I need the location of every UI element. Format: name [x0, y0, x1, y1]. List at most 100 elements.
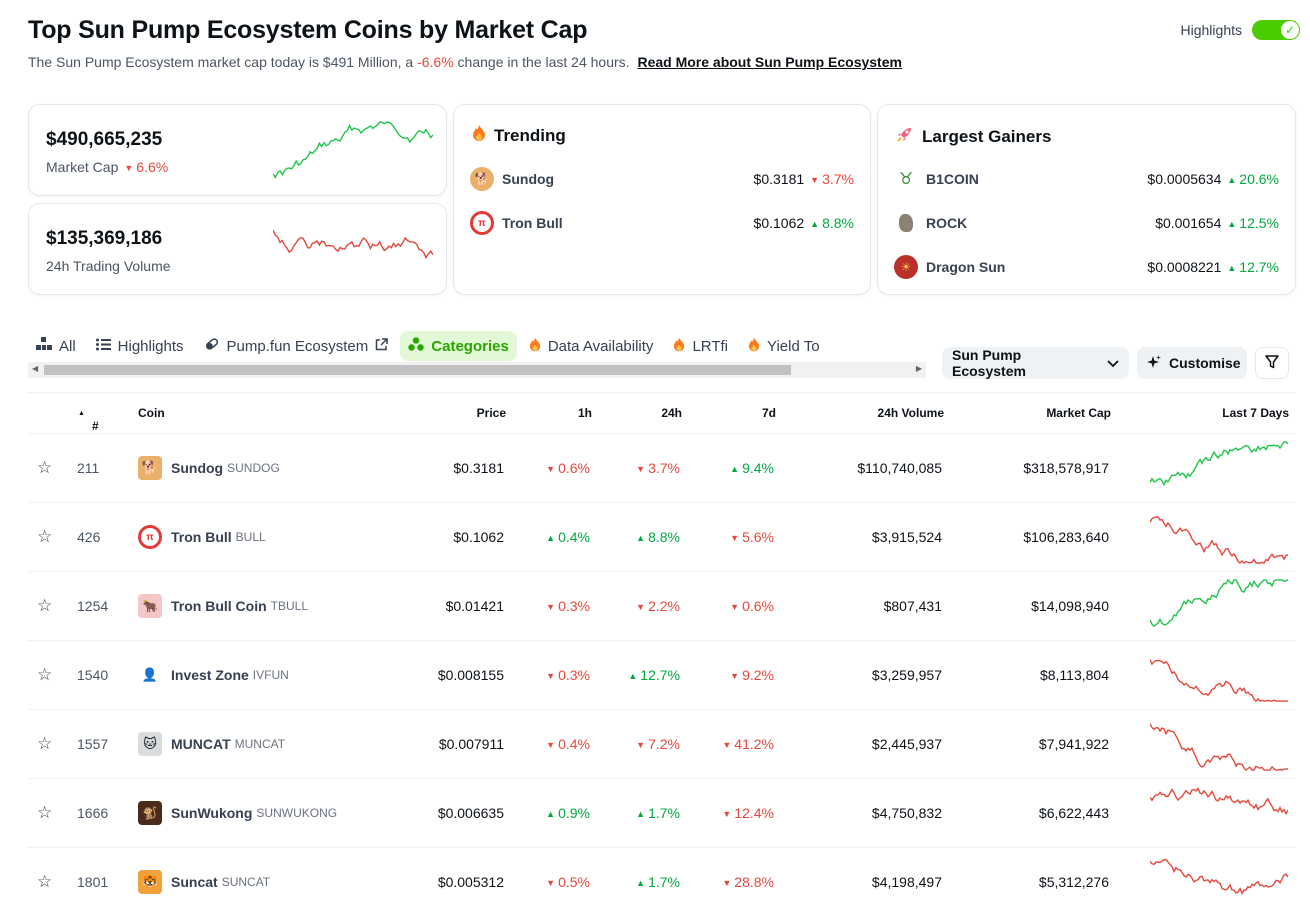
rank: 1801: [77, 874, 109, 890]
customise-button[interactable]: Customise: [1137, 347, 1247, 379]
sparkline-7d: [1150, 516, 1288, 565]
trending-title: Trending: [472, 125, 566, 146]
trending-card: Trending 🐕 Sundog $0.3181 3.7% π Tron Bu…: [453, 104, 871, 295]
column-rank[interactable]: ▲ #: [78, 410, 99, 433]
coin-name[interactable]: Tron Bull Coin: [171, 598, 267, 614]
coin-name[interactable]: Sundog: [171, 460, 224, 476]
coin-name[interactable]: Tron Bull: [171, 529, 232, 545]
coin-cell[interactable]: 👤 Invest Zone IVFUN: [138, 663, 289, 687]
scroll-right-icon[interactable]: ▶: [915, 364, 922, 373]
coin-cell[interactable]: 🐱 MUNCAT MUNCAT: [138, 732, 285, 756]
change-7d: 9.4%: [730, 460, 774, 476]
table-header: ▲ # Coin Price 1h 24h 7d 24h Volume Marke…: [28, 392, 1296, 434]
star-icon[interactable]: ☆: [37, 803, 53, 822]
change-1h: 0.9%: [546, 805, 590, 821]
price: $0.01421: [445, 598, 504, 614]
b1coin-icon: ♉: [894, 167, 918, 191]
tab-all[interactable]: All: [28, 331, 84, 361]
gainer-item[interactable]: ♉ B1COIN $0.0005634 20.6%: [894, 165, 1279, 193]
change-24h: 3.7%: [636, 460, 680, 476]
star-icon[interactable]: ☆: [37, 527, 53, 546]
column-7d[interactable]: 7d: [761, 406, 776, 420]
coin-symbol: IVFUN: [252, 668, 289, 682]
volume-24h: $3,259,957: [871, 667, 942, 683]
highlights-label: Highlights: [1180, 22, 1242, 38]
coin-cell[interactable]: 🐕 Sundog SUNDOG: [138, 456, 280, 480]
price: $0.006635: [437, 805, 504, 821]
gainer-item[interactable]: ROCK $0.001654 12.5%: [894, 209, 1279, 237]
ecosystem-select[interactable]: Sun Pump Ecosystem: [942, 347, 1129, 379]
column-price[interactable]: Price: [476, 406, 506, 420]
table-row[interactable]: ☆ 211 🐕 Sundog SUNDOG $0.3181 0.6% 3.7% …: [28, 434, 1296, 503]
highlights-switch[interactable]: ✓: [1252, 20, 1300, 40]
tab-pump-fun[interactable]: Pump.fun Ecosystem: [196, 330, 397, 362]
subtitle-suffix: change in the last 24 hours.: [457, 54, 630, 70]
tabs-scrollbar[interactable]: ◀ ▶: [28, 362, 926, 378]
sundog-icon: 🐕: [470, 167, 494, 191]
scrollbar-thumb[interactable]: [44, 365, 791, 375]
coin-cell[interactable]: 🐒 SunWukong SUNWUKONG: [138, 801, 337, 825]
rank: 426: [77, 529, 101, 545]
read-more-link[interactable]: Read More about Sun Pump Ecosystem: [637, 54, 902, 70]
trending-item[interactable]: π Tron Bull $0.1062 8.8%: [470, 209, 854, 237]
market-cap-sparkline: [273, 121, 433, 179]
trending-item[interactable]: 🐕 Sundog $0.3181 3.7%: [470, 165, 854, 193]
change-24h: 2.2%: [636, 598, 680, 614]
column-market-cap[interactable]: Market Cap: [1046, 406, 1111, 420]
market-cap: $106,283,640: [1023, 529, 1109, 545]
page-subtitle: The Sun Pump Ecosystem market cap today …: [28, 54, 902, 70]
coin-name[interactable]: MUNCAT: [171, 736, 231, 752]
star-icon[interactable]: ☆: [37, 872, 53, 891]
coin-name[interactable]: Suncat: [171, 874, 218, 890]
change-24h: 7.2%: [636, 736, 680, 752]
star-icon[interactable]: ☆: [37, 596, 53, 615]
table-row[interactable]: ☆ 426 π Tron Bull BULL $0.1062 0.4% 8.8%…: [28, 503, 1296, 572]
scroll-left-icon[interactable]: ◀: [32, 364, 39, 373]
column-24h[interactable]: 24h: [661, 406, 682, 420]
gainer-item[interactable]: ☀ Dragon Sun $0.0008221 12.7%: [894, 253, 1279, 281]
market-cap: $5,312,276: [1038, 874, 1109, 890]
filter-button[interactable]: [1255, 347, 1289, 379]
coin-cell[interactable]: 🐯 Suncat SUNCAT: [138, 870, 270, 894]
market-cap-change: 6.6%: [124, 159, 168, 175]
change-7d: 5.6%: [730, 529, 774, 545]
table-row[interactable]: ☆ 1801 🐯 Suncat SUNCAT $0.005312 0.5% 1.…: [28, 848, 1296, 916]
change-1h: 0.6%: [546, 460, 590, 476]
coin-cell[interactable]: π Tron Bull BULL: [138, 525, 266, 549]
volume-24h: $4,750,832: [871, 805, 942, 821]
table-row[interactable]: ☆ 1557 🐱 MUNCAT MUNCAT $0.007911 0.4% 7.…: [28, 710, 1296, 779]
coin-name[interactable]: Invest Zone: [171, 667, 249, 683]
tab-highlights[interactable]: Highlights: [88, 332, 192, 361]
star-icon[interactable]: ☆: [37, 665, 53, 684]
star-icon[interactable]: ☆: [37, 458, 53, 477]
volume-card: $135,369,186 24h Trading Volume: [28, 203, 447, 295]
coin-name[interactable]: SunWukong: [171, 805, 253, 821]
tron-bull-icon: π: [138, 525, 162, 549]
sparkline-7d: [1150, 723, 1288, 772]
star-icon[interactable]: ☆: [37, 734, 53, 753]
dragon-sun-icon: ☀: [894, 255, 918, 279]
market-cap: $8,113,804: [1039, 667, 1109, 683]
column-1h[interactable]: 1h: [577, 406, 592, 420]
change-7d: 9.2%: [730, 667, 774, 683]
tab-yield-tokens[interactable]: Yield To: [740, 331, 828, 362]
price: $0.007911: [438, 736, 504, 752]
subtitle-change: -6.6%: [417, 54, 454, 70]
coin-cell[interactable]: 🐂 Tron Bull Coin TBULL: [138, 594, 308, 618]
gainers-card: Largest Gainers ♉ B1COIN $0.0005634 20.6…: [877, 104, 1296, 295]
table-row[interactable]: ☆ 1540 👤 Invest Zone IVFUN $0.008155 0.3…: [28, 641, 1296, 710]
flame-icon: [673, 337, 685, 356]
table-row[interactable]: ☆ 1666 🐒 SunWukong SUNWUKONG $0.006635 0…: [28, 779, 1296, 848]
market-cap: $14,098,940: [1031, 598, 1109, 614]
tab-data-availability[interactable]: Data Availability: [521, 331, 662, 362]
coin-symbol: BULL: [235, 530, 266, 544]
volume-24h: $110,740,085: [857, 460, 942, 476]
column-24h-volume[interactable]: 24h Volume: [877, 406, 944, 420]
table-row[interactable]: ☆ 1254 🐂 Tron Bull Coin TBULL $0.01421 0…: [28, 572, 1296, 641]
list-icon: [95, 338, 111, 355]
tab-categories[interactable]: Categories: [400, 331, 517, 361]
change-7d: 12.4%: [722, 805, 774, 821]
volume-label: 24h Trading Volume: [46, 258, 171, 274]
tab-lrtfi[interactable]: LRTfi: [665, 331, 736, 362]
column-coin[interactable]: Coin: [138, 406, 165, 420]
